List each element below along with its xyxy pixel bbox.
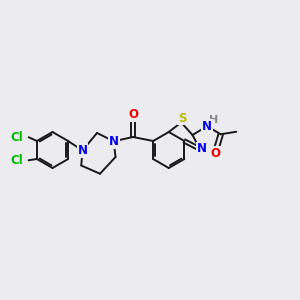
Text: N: N — [202, 120, 212, 133]
Text: Cl: Cl — [11, 131, 23, 144]
Text: S: S — [178, 112, 187, 124]
Text: O: O — [210, 147, 220, 160]
Text: O: O — [128, 108, 138, 121]
Text: N: N — [109, 135, 119, 148]
Text: H: H — [208, 115, 218, 125]
Text: N: N — [77, 144, 88, 157]
Text: N: N — [197, 142, 207, 155]
Text: Cl: Cl — [11, 154, 23, 167]
